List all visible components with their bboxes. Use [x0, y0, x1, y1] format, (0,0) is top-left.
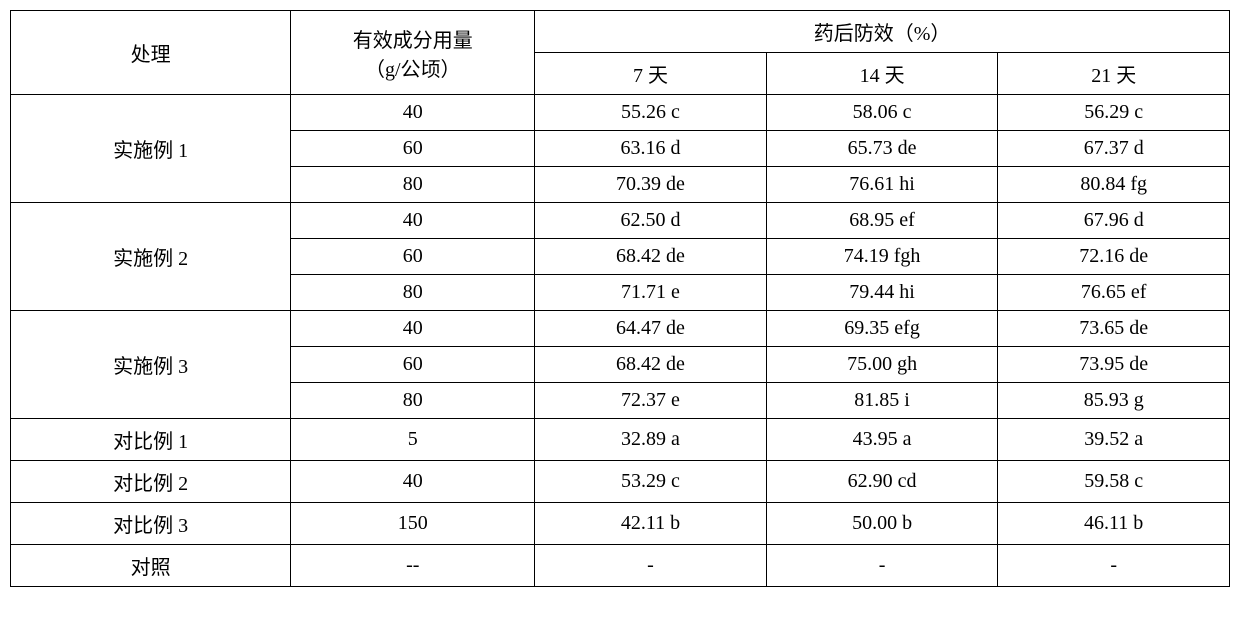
- d7-cell: 62.50 d: [535, 203, 767, 239]
- d7-cell: 71.71 e: [535, 275, 767, 311]
- d14-cell: 75.00 gh: [766, 347, 998, 383]
- table-body: 实施例 1 40 55.26 c 58.06 c 56.29 c 60 63.1…: [11, 95, 1230, 587]
- dosage-cell: 40: [291, 311, 535, 347]
- d21-cell: 72.16 de: [998, 239, 1230, 275]
- d7-cell: 63.16 d: [535, 131, 767, 167]
- dosage-cell: --: [291, 545, 535, 587]
- d21-cell: 67.37 d: [998, 131, 1230, 167]
- d21-cell: 85.93 g: [998, 383, 1230, 419]
- d7-cell: 68.42 de: [535, 347, 767, 383]
- table-row: 实施例 1 40 55.26 c 58.06 c 56.29 c: [11, 95, 1230, 131]
- d14-cell: 50.00 b: [766, 503, 998, 545]
- table-row: 实施例 2 40 62.50 d 68.95 ef 67.96 d: [11, 203, 1230, 239]
- dosage-cell: 5: [291, 419, 535, 461]
- table-row: 对比例 1 5 32.89 a 43.95 a 39.52 a: [11, 419, 1230, 461]
- d21-cell: 39.52 a: [998, 419, 1230, 461]
- d7-cell: 53.29 c: [535, 461, 767, 503]
- d14-cell: -: [766, 545, 998, 587]
- dosage-cell: 80: [291, 275, 535, 311]
- d14-cell: 62.90 cd: [766, 461, 998, 503]
- treatment-cell: 实施例 1: [11, 95, 291, 203]
- dosage-cell: 40: [291, 203, 535, 239]
- treatment-cell: 实施例 2: [11, 203, 291, 311]
- header-day14: 14 天: [766, 53, 998, 95]
- dosage-cell: 150: [291, 503, 535, 545]
- dosage-cell: 60: [291, 131, 535, 167]
- dosage-cell: 60: [291, 347, 535, 383]
- treatment-cell: 对比例 3: [11, 503, 291, 545]
- dosage-cell: 40: [291, 95, 535, 131]
- table-row: 对比例 2 40 53.29 c 62.90 cd 59.58 c: [11, 461, 1230, 503]
- d21-cell: 46.11 b: [998, 503, 1230, 545]
- d21-cell: 59.58 c: [998, 461, 1230, 503]
- header-row-1: 处理 有效成分用量 （g/公顷） 药后防效（%）: [11, 11, 1230, 53]
- dosage-cell: 60: [291, 239, 535, 275]
- d14-cell: 68.95 ef: [766, 203, 998, 239]
- d7-cell: 42.11 b: [535, 503, 767, 545]
- header-efficacy: 药后防效（%）: [535, 11, 1230, 53]
- d14-cell: 58.06 c: [766, 95, 998, 131]
- treatment-cell: 对照: [11, 545, 291, 587]
- d14-cell: 69.35 efg: [766, 311, 998, 347]
- d21-cell: 56.29 c: [998, 95, 1230, 131]
- header-day21: 21 天: [998, 53, 1230, 95]
- efficacy-table: 处理 有效成分用量 （g/公顷） 药后防效（%） 7 天 14 天 21 天 实…: [10, 10, 1230, 587]
- treatment-cell: 实施例 3: [11, 311, 291, 419]
- header-dosage-line1: 有效成分用量: [295, 24, 530, 53]
- d7-cell: 70.39 de: [535, 167, 767, 203]
- d7-cell: 64.47 de: [535, 311, 767, 347]
- d14-cell: 79.44 hi: [766, 275, 998, 311]
- d7-cell: 72.37 e: [535, 383, 767, 419]
- d7-cell: 55.26 c: [535, 95, 767, 131]
- d21-cell: 73.65 de: [998, 311, 1230, 347]
- dosage-cell: 80: [291, 167, 535, 203]
- header-dosage: 有效成分用量 （g/公顷）: [291, 11, 535, 95]
- header-dosage-line2: （g/公顷）: [295, 53, 530, 82]
- d21-cell: 76.65 ef: [998, 275, 1230, 311]
- table-row: 对比例 3 150 42.11 b 50.00 b 46.11 b: [11, 503, 1230, 545]
- d14-cell: 65.73 de: [766, 131, 998, 167]
- d21-cell: 80.84 fg: [998, 167, 1230, 203]
- d14-cell: 76.61 hi: [766, 167, 998, 203]
- d21-cell: -: [998, 545, 1230, 587]
- d7-cell: 32.89 a: [535, 419, 767, 461]
- table-row: 对照 -- - - -: [11, 545, 1230, 587]
- treatment-cell: 对比例 2: [11, 461, 291, 503]
- d21-cell: 67.96 d: [998, 203, 1230, 239]
- header-treatment: 处理: [11, 11, 291, 95]
- dosage-cell: 40: [291, 461, 535, 503]
- dosage-cell: 80: [291, 383, 535, 419]
- d7-cell: 68.42 de: [535, 239, 767, 275]
- d7-cell: -: [535, 545, 767, 587]
- d14-cell: 74.19 fgh: [766, 239, 998, 275]
- table-row: 实施例 3 40 64.47 de 69.35 efg 73.65 de: [11, 311, 1230, 347]
- d21-cell: 73.95 de: [998, 347, 1230, 383]
- header-day7: 7 天: [535, 53, 767, 95]
- d14-cell: 43.95 a: [766, 419, 998, 461]
- d14-cell: 81.85 i: [766, 383, 998, 419]
- treatment-cell: 对比例 1: [11, 419, 291, 461]
